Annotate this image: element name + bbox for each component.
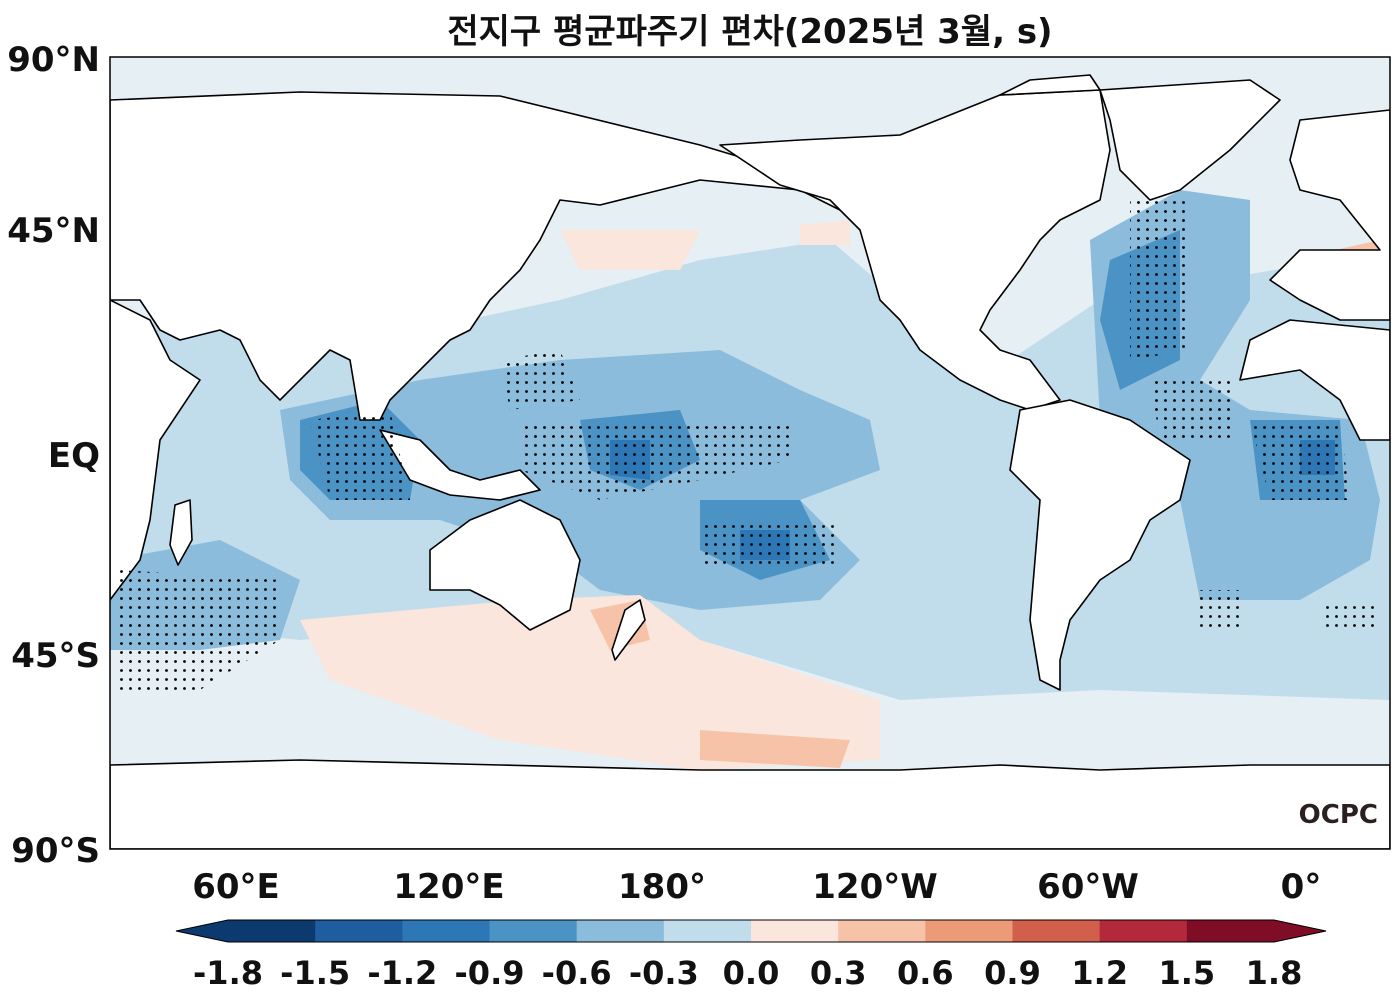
colorbar-segment bbox=[489, 920, 578, 942]
colorbar-segment bbox=[663, 920, 752, 942]
greenland bbox=[1099, 79, 1281, 201]
colorbar-labels: -1.8 -1.5 -1.2 -0.9 -0.6 -0.3 0.0 0.3 0.6 0.9 1.2 1… bbox=[193, 954, 1302, 992]
stippling bbox=[120, 195, 1380, 690]
colorbar-extend-max bbox=[1274, 920, 1326, 942]
colorbar-tick-label: -0.6 bbox=[542, 954, 612, 992]
madagascar bbox=[169, 499, 193, 566]
south-america bbox=[1009, 399, 1191, 691]
lat-label-eq: EQ bbox=[48, 436, 100, 476]
colorbar-tick-label: -1.5 bbox=[280, 954, 350, 992]
colorbar bbox=[175, 919, 1327, 943]
colorbar-tick-label: 0.6 bbox=[897, 954, 954, 992]
colorbar-segment bbox=[751, 920, 839, 942]
australia bbox=[429, 499, 581, 631]
new-zealand bbox=[611, 599, 646, 661]
colorbar-tick-label: -1.2 bbox=[367, 954, 437, 992]
colorbar-segment bbox=[1186, 920, 1275, 942]
lat-label-90s: 90°S bbox=[11, 831, 100, 871]
colorbar-segment bbox=[228, 920, 316, 942]
colorbar-segment bbox=[1012, 920, 1101, 942]
land bbox=[110, 74, 1390, 849]
colorbar-tick-label: 1.8 bbox=[1246, 954, 1303, 992]
colorbar-segment bbox=[925, 920, 1013, 942]
lon-label-120w: 120°W bbox=[812, 867, 937, 907]
map-title: 전지구 평균파주기 편차(2025년 3월, s) bbox=[447, 12, 1053, 52]
colorbar-tick-label: 0.3 bbox=[810, 954, 867, 992]
logo-text: OCPC bbox=[1299, 800, 1378, 830]
africa-west-coast bbox=[1239, 319, 1390, 441]
colorbar-tick-label: 1.2 bbox=[1071, 954, 1128, 992]
lon-axis: 60°E 120°E 180° 120°W 60°W 0° bbox=[192, 867, 1321, 907]
arctic-islands bbox=[999, 74, 1101, 96]
colorbar-segment bbox=[1099, 920, 1188, 942]
lat-label-45n: 45°N bbox=[7, 211, 100, 251]
colorbar-tick-label: -1.8 bbox=[193, 954, 263, 992]
map-area bbox=[110, 57, 1390, 849]
colorbar-segment bbox=[838, 920, 926, 942]
lon-label-120e: 120°E bbox=[393, 867, 504, 907]
lat-label-90n: 90°N bbox=[7, 40, 100, 80]
colorbar-segment bbox=[315, 920, 403, 942]
europe-africa-west bbox=[1269, 109, 1390, 321]
colorbar-tick-label: -0.3 bbox=[629, 954, 699, 992]
lat-label-45s: 45°S bbox=[11, 636, 100, 676]
lon-label-0: 0° bbox=[1281, 867, 1322, 907]
maritime-continent bbox=[379, 429, 541, 501]
colorbar-segment bbox=[402, 920, 490, 942]
map-frame bbox=[109, 56, 1391, 850]
colorbar-segment bbox=[576, 920, 665, 942]
ocpc-logo: OCPC bbox=[1299, 800, 1378, 830]
colorbar-tick-label: -0.9 bbox=[455, 954, 525, 992]
lon-label-180: 180° bbox=[618, 867, 706, 907]
lon-label-60w: 60°W bbox=[1037, 867, 1139, 907]
lat-axis: 90°N 45°N EQ 45°S 90°S bbox=[7, 40, 100, 871]
colorbar-tick-label: 1.5 bbox=[1158, 954, 1215, 992]
lon-label-60e: 60°E bbox=[192, 867, 280, 907]
colorbar-extend-min bbox=[176, 920, 228, 942]
antarctica bbox=[110, 759, 1390, 849]
colorbar-tick-label: 0.0 bbox=[723, 954, 780, 992]
colorbar-tick-label: 0.9 bbox=[984, 954, 1041, 992]
